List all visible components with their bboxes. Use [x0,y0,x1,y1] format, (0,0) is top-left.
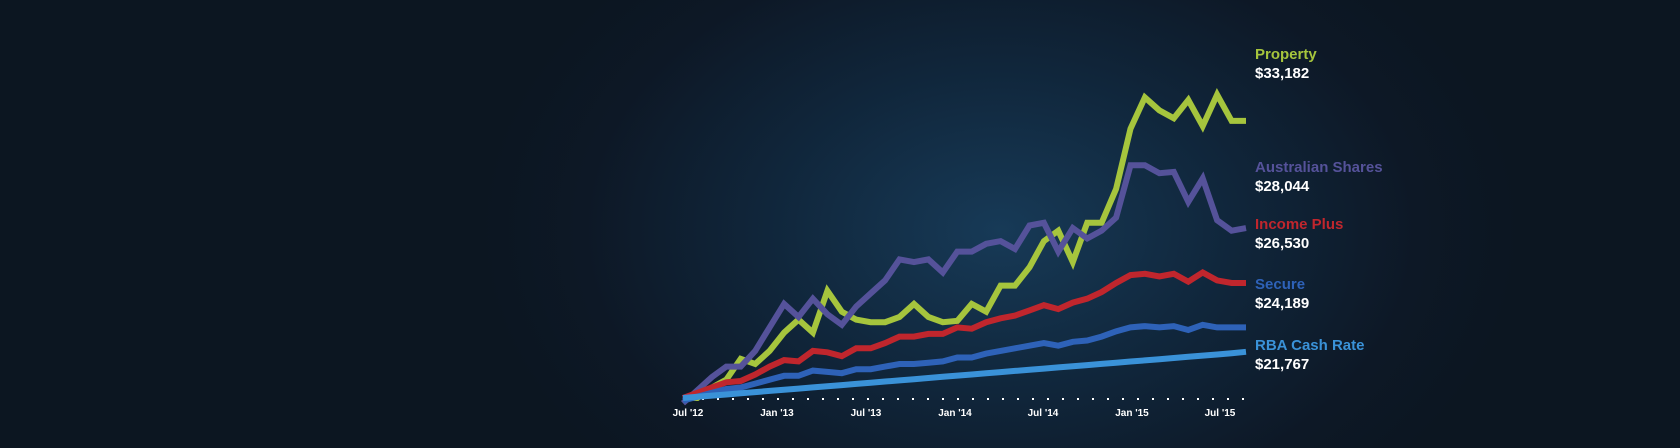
axis-dot [1032,398,1034,400]
axis-dot [1137,398,1139,400]
axis-dot [777,398,779,400]
axis-dot [762,398,764,400]
axis-dot [1212,398,1214,400]
axis-dot [807,398,809,400]
axis-dot [1152,398,1154,400]
x-tick-label: Jan '13 [760,408,794,419]
axis-dot [1062,398,1064,400]
series-line-australian-shares [680,162,1247,406]
axis-dot [1002,398,1004,400]
axis-dot [1107,398,1109,400]
axis-dot [942,398,944,400]
axis-dot [852,398,854,400]
axis-dot [1047,398,1049,400]
axis-dot [882,398,884,400]
x-tick-label: Jan '14 [938,408,972,419]
legend-series-value: $28,044 [1255,178,1310,195]
legend-entry-income-plus: Income Plus $26,530 [1255,216,1343,252]
x-tick-label: Jul '13 [851,408,882,419]
legend-series-value: $33,182 [1255,65,1309,82]
x-tick-label: Jul '12 [673,408,704,419]
axis-dot [1092,398,1094,400]
legend-series-name: Australian Shares [1255,159,1383,176]
x-tick-label: Jan '15 [1115,408,1149,419]
legend-series-value: $21,767 [1255,356,1309,373]
x-tick-label: Jul '14 [1028,408,1059,419]
legend-entry-secure: Secure $24,189 [1255,276,1309,312]
axis-dot [717,398,719,400]
legend-series-value: $24,189 [1255,295,1309,312]
axis-dot [1242,398,1244,400]
axis-dot [927,398,929,400]
legend-series-name: Secure [1255,276,1305,293]
axis-dot [1197,398,1199,400]
axis-dot [897,398,899,400]
legend-entry-property: Property $33,182 [1255,46,1317,82]
axis-dot [837,398,839,400]
legend-entry-australian-shares: Australian Shares $28,044 [1255,159,1383,195]
legend-series-value: $26,530 [1255,235,1309,252]
legend-series-name: RBA Cash Rate [1255,337,1364,354]
axis-dot [822,398,824,400]
axis-dot [957,398,959,400]
axis-dot [1167,398,1169,400]
series-line-rba-cash-rate [682,348,1247,401]
x-tick-label: Jul '15 [1205,408,1236,419]
series-lines [680,88,1247,406]
legend-entry-rba-cash-rate: RBA Cash Rate $21,767 [1255,337,1364,373]
axis-dot [972,398,974,400]
axis-dot [1182,398,1184,400]
series-line-property [683,88,1246,401]
x-axis: Jul '12 Jan '13 Jul '13 Jan '14 Jul '14 Jan '… [673,398,1244,419]
axis-dot [1017,398,1019,400]
axis-dot [1227,398,1229,400]
axis-dot [1077,398,1079,400]
axis-dot [987,398,989,400]
axis-dot [1122,398,1124,400]
axis-dot [747,398,749,400]
legend-series-name: Income Plus [1255,216,1343,233]
axis-dot [912,398,914,400]
axis-dot [792,398,794,400]
series-line-income-plus [681,269,1246,401]
series-line-secure [682,321,1246,404]
axis-dot [732,398,734,400]
legend-series-name: Property [1255,46,1317,63]
legend: Property $33,182 Australian Shares $28,044 I… [1255,46,1383,373]
axis-dot [867,398,869,400]
